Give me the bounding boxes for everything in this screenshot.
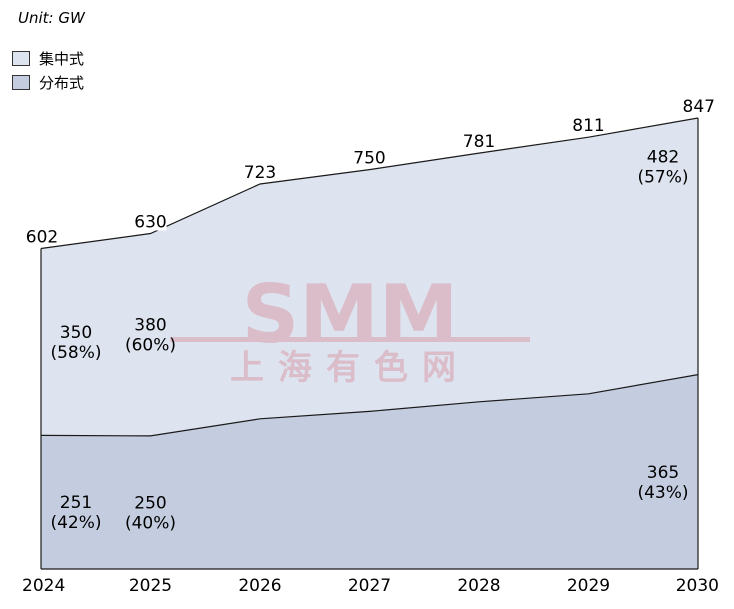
segment-value-label: 250 <box>134 493 166 513</box>
legend-item-distributed: 分布式 <box>12 72 84 92</box>
total-label: 602 <box>26 227 58 247</box>
legend-swatch-centralized <box>12 50 30 66</box>
total-label: 630 <box>134 213 166 233</box>
watermark-bottom: 上海有色网 <box>230 348 470 388</box>
total-label: 750 <box>353 149 385 169</box>
unit-label: Unit: GW <box>18 9 85 27</box>
x-tick-label: 2026 <box>238 576 281 596</box>
total-label: 811 <box>572 116 604 136</box>
segment-pct-label: (42%) <box>50 513 101 533</box>
line-total <box>40 117 699 250</box>
segment-pct-label: (40%) <box>125 513 176 533</box>
area-distributed <box>41 374 698 569</box>
segment-pct-label: (60%) <box>125 336 176 356</box>
watermark-top: SMM <box>242 268 459 361</box>
total-label: 723 <box>244 163 276 183</box>
legend-item-centralized: 集中式 <box>12 48 84 68</box>
segment-value-label: 365 <box>647 463 679 483</box>
x-tick-label: 2025 <box>129 576 172 596</box>
area-centralized <box>41 118 698 436</box>
legend-swatch-distributed <box>12 74 30 90</box>
segment-pct-label: (57%) <box>637 167 688 187</box>
x-tick-label: 2030 <box>676 576 719 596</box>
x-tick-label: 2029 <box>567 576 610 596</box>
x-tick-label: 2027 <box>348 576 391 596</box>
watermark-bar <box>170 337 530 342</box>
segment-pct-label: (58%) <box>50 343 101 363</box>
segment-value-label: 251 <box>60 493 92 513</box>
segment-pct-label: (43%) <box>637 483 688 503</box>
legend-label-centralized: 集中式 <box>39 49 85 68</box>
segment-value-label: 380 <box>134 316 166 336</box>
legend-label-distributed: 分布式 <box>39 73 85 92</box>
segment-value-label: 350 <box>60 323 92 343</box>
x-tick-label: 2028 <box>457 576 500 596</box>
smm-watermark: SMM 上海有色网 <box>170 268 530 388</box>
total-label: 781 <box>463 132 495 152</box>
x-tick-label: 2024 <box>22 576 65 596</box>
total-label-bg <box>134 212 167 231</box>
segment-value-label: 482 <box>647 147 679 167</box>
total-label: 847 <box>683 97 715 117</box>
line-distributed <box>40 374 699 437</box>
